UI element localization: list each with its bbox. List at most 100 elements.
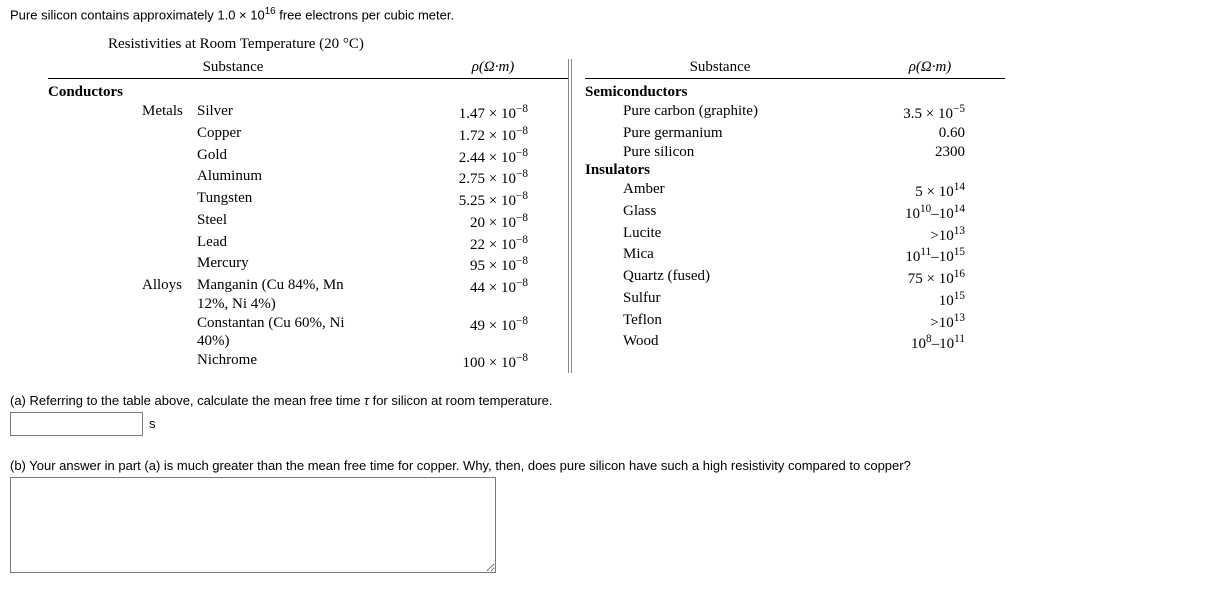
material-name: Manganin (Cu 84%, Mn 12%, Ni 4%)	[197, 276, 378, 314]
table-left-column: Substance ρ(Ω·m) Conductors MetalsSilver…	[48, 59, 568, 373]
header-substance-left: Substance	[48, 59, 418, 76]
subcat-cell	[48, 351, 142, 373]
subcat-cell	[48, 189, 142, 211]
right-groups: SemiconductorsPure carbon (graphite)3.5 …	[585, 83, 1005, 354]
answer-b-textarea[interactable]	[10, 477, 496, 573]
material-name: Pure carbon (graphite)	[623, 102, 815, 124]
table-right-column: Substance ρ(Ω·m) SemiconductorsPure carb…	[585, 59, 1005, 373]
table-row: Glass1010–1014	[585, 202, 1005, 224]
table-title: Resistivities at Room Temperature (20 °C…	[108, 36, 1214, 53]
indent-cell	[585, 143, 623, 162]
material-value: 1011–1015	[815, 245, 1005, 267]
table-row: Aluminum2.75 × 10−8	[48, 167, 568, 189]
material-value: >1013	[815, 311, 1005, 333]
table-row: AlloysManganin (Cu 84%, Mn 12%, Ni 4%)44…	[48, 276, 568, 314]
indent-cell	[585, 202, 623, 224]
subcat-cell	[48, 167, 142, 189]
category-conductors: Conductors	[48, 83, 142, 102]
material-name: Nichrome	[197, 351, 378, 373]
question-a: (a) Referring to the table above, calcul…	[10, 393, 1214, 408]
subcat-cell	[48, 276, 142, 314]
material-name: Amber	[623, 180, 815, 202]
subcat-label	[142, 189, 197, 211]
material-value: 22 × 10−8	[378, 233, 568, 255]
material-value: 3.5 × 10−5	[815, 102, 1005, 124]
table-row: Semiconductors	[585, 83, 1005, 102]
material-value: 75 × 1016	[815, 267, 1005, 289]
answer-a-input[interactable]	[10, 412, 143, 436]
subcat-label	[142, 124, 197, 146]
indent-cell	[585, 180, 623, 202]
subcat-label: Metals	[142, 102, 197, 124]
material-value: 100 × 10−8	[378, 351, 568, 373]
subcat-cell	[48, 211, 142, 233]
subcat-label	[142, 351, 197, 373]
subcat-label	[142, 211, 197, 233]
material-name: Mercury	[197, 254, 378, 276]
left-groups: MetalsSilver1.47 × 10−8Copper1.72 × 10−8…	[48, 102, 568, 373]
indent-cell	[585, 102, 623, 124]
table-row: Constantan (Cu 60%, Ni 40%)49 × 10−8	[48, 314, 568, 352]
material-value: >1013	[815, 224, 1005, 246]
table-row: MetalsSilver1.47 × 10−8	[48, 102, 568, 124]
material-value: 2.75 × 10−8	[378, 167, 568, 189]
table-row: Pure carbon (graphite)3.5 × 10−5	[585, 102, 1005, 124]
table-row: Pure silicon2300	[585, 143, 1005, 162]
table-row: Insulators	[585, 161, 1005, 180]
material-name: Aluminum	[197, 167, 378, 189]
material-name: Wood	[623, 332, 815, 354]
table-row: Lead22 × 10−8	[48, 233, 568, 255]
subcat-cell	[48, 102, 142, 124]
material-name: Steel	[197, 211, 378, 233]
subcat-cell	[48, 124, 142, 146]
subcat-label	[142, 254, 197, 276]
material-value: 1.72 × 10−8	[378, 124, 568, 146]
material-name: Quartz (fused)	[623, 267, 815, 289]
material-value: 20 × 10−8	[378, 211, 568, 233]
table-row: Pure germanium0.60	[585, 124, 1005, 143]
header-substance-right: Substance	[585, 59, 855, 76]
material-name: Tungsten	[197, 189, 378, 211]
subcat-cell	[48, 233, 142, 255]
indent-cell	[585, 267, 623, 289]
table-row: Steel20 × 10−8	[48, 211, 568, 233]
material-name: Constantan (Cu 60%, Ni 40%)	[197, 314, 378, 352]
subcat-cell	[48, 314, 142, 352]
table-row: Amber5 × 1014	[585, 180, 1005, 202]
material-name: Mica	[623, 245, 815, 267]
header-rho-right: ρ(Ω·m)	[855, 59, 1005, 76]
material-value: 0.60	[815, 124, 1005, 143]
category-label: Semiconductors	[585, 83, 688, 102]
indent-cell	[585, 124, 623, 143]
material-value: 2.44 × 10−8	[378, 146, 568, 168]
material-value: 1.47 × 10−8	[378, 102, 568, 124]
material-value: 2300	[815, 143, 1005, 162]
material-name: Sulfur	[623, 289, 815, 311]
material-value: 1015	[815, 289, 1005, 311]
table-row: Gold2.44 × 10−8	[48, 146, 568, 168]
material-name: Teflon	[623, 311, 815, 333]
table-row: Copper1.72 × 10−8	[48, 124, 568, 146]
material-value: 108–1011	[815, 332, 1005, 354]
material-value: 49 × 10−8	[378, 314, 568, 352]
subcat-label: Alloys	[142, 276, 197, 314]
column-divider	[568, 59, 569, 373]
material-value: 1010–1014	[815, 202, 1005, 224]
unit-a: s	[149, 416, 156, 431]
indent-cell	[585, 289, 623, 311]
table-row: Mica1011–1015	[585, 245, 1005, 267]
category-label: Insulators	[585, 161, 650, 180]
subcat-label	[142, 314, 197, 352]
material-name: Gold	[197, 146, 378, 168]
subcat-label	[142, 146, 197, 168]
indent-cell	[585, 311, 623, 333]
subcat-label	[142, 233, 197, 255]
material-name: Lead	[197, 233, 378, 255]
material-name: Silver	[197, 102, 378, 124]
subcat-cell	[48, 254, 142, 276]
table-row: Sulfur1015	[585, 289, 1005, 311]
table-row: Mercury95 × 10−8	[48, 254, 568, 276]
material-name: Glass	[623, 202, 815, 224]
table-row: Teflon>1013	[585, 311, 1005, 333]
table-row: Nichrome100 × 10−8	[48, 351, 568, 373]
